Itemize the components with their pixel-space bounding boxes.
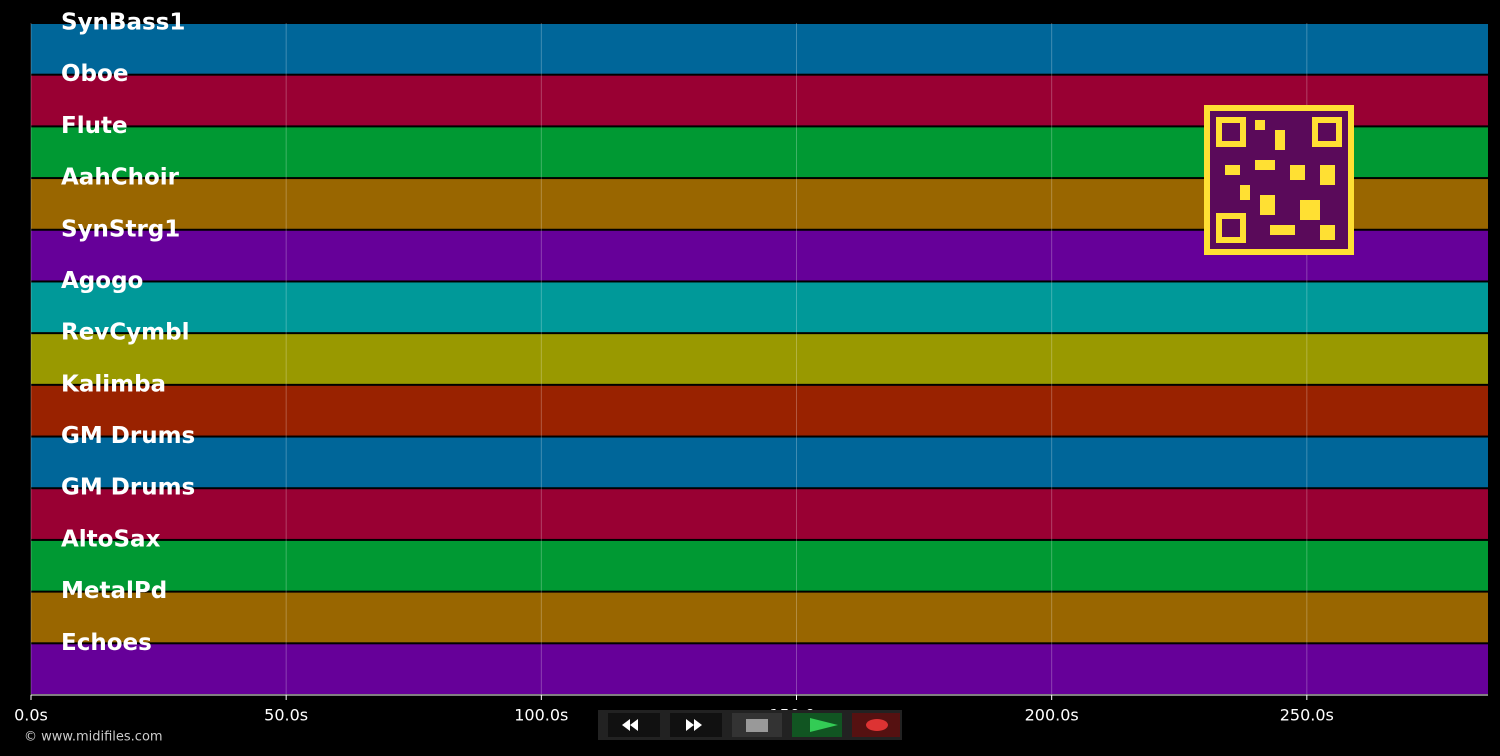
- track-name: AltoSax: [61, 526, 161, 552]
- track-lane: [31, 282, 1488, 333]
- play-button[interactable]: [792, 713, 842, 737]
- track-name: GM Drums: [61, 423, 195, 449]
- rewind-button[interactable]: [608, 713, 660, 737]
- tick-label: 200.0s: [1025, 706, 1079, 725]
- track-name: Echoes: [61, 630, 152, 656]
- track-name: Flute: [61, 113, 128, 139]
- track-lane: [31, 540, 1488, 591]
- track-name: MetalPd: [61, 578, 167, 604]
- track-name: GM Drums: [61, 475, 195, 501]
- tick-label: 0.0s: [14, 706, 48, 725]
- track-lane: [31, 592, 1488, 643]
- track-lane: [31, 334, 1488, 384]
- track-name: SynBass1: [61, 10, 185, 36]
- track-lane: [31, 437, 1488, 488]
- qr-code: [1204, 105, 1354, 255]
- track-name: AahChoir: [61, 165, 180, 191]
- tick-label: 50.0s: [264, 706, 308, 725]
- transport-controls: [598, 710, 902, 740]
- stop-button[interactable]: [732, 713, 782, 737]
- track-name: Agogo: [61, 268, 143, 294]
- grid: [30, 23, 1308, 695]
- track-lane: [31, 385, 1488, 436]
- track-lane: [31, 24, 1488, 74]
- track-name: RevCymbl: [61, 320, 190, 346]
- track-name: SynStrg1: [61, 216, 180, 242]
- track-name: Oboe: [61, 61, 128, 87]
- tick-label: 100.0s: [514, 706, 568, 725]
- track-lane: [31, 489, 1488, 539]
- record-button[interactable]: [852, 713, 900, 737]
- fast-forward-button[interactable]: [670, 713, 722, 737]
- track-name: Kalimba: [61, 371, 166, 397]
- tick-label: 250.0s: [1280, 706, 1334, 725]
- footer: © www.midifiles.com: [24, 730, 163, 745]
- track-lane: [31, 644, 1488, 694]
- labels: SynBass1 Oboe Flute AahChoir SynStrg1 Agogo Re…: [61, 10, 195, 656]
